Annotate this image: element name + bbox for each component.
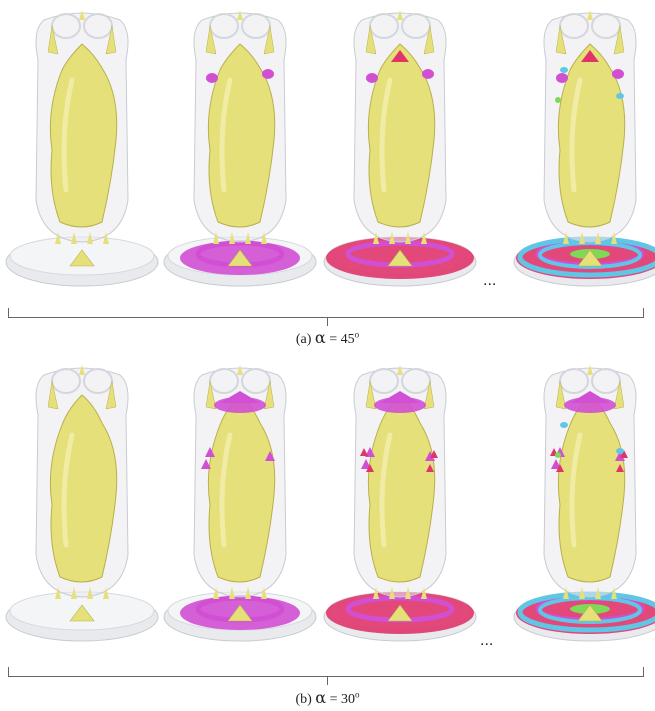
- caption-b-prefix: (b): [295, 692, 316, 707]
- caption-b-value: = 30: [326, 692, 356, 707]
- figure-row-b: [5, 365, 655, 642]
- model-render-4: [513, 10, 655, 287]
- model-render-4: [513, 365, 655, 642]
- ellipsis-a: ...: [483, 272, 497, 289]
- caption-b: (b) α = 30o: [0, 688, 655, 708]
- figure-row-a: [5, 10, 655, 287]
- caption-a-degree: o: [354, 329, 360, 340]
- caption-a-alpha: α: [314, 328, 326, 347]
- bracket-b: [8, 667, 644, 677]
- caption-a-prefix: (a): [295, 332, 315, 347]
- caption-a: (a) α = 45o: [0, 328, 655, 348]
- bracket-tick-a: [327, 318, 328, 326]
- caption-b-degree: o: [355, 689, 360, 700]
- panel-a: ... (a) α = 45o: [0, 0, 655, 348]
- caption-a-value: = 45: [325, 332, 355, 347]
- bracket-a: [8, 308, 644, 318]
- model-render-1: [5, 10, 159, 287]
- model-render-2: [163, 365, 317, 642]
- bracket-tick-b: [327, 677, 328, 685]
- model-render-1: [5, 365, 159, 642]
- model-render-2: [163, 10, 317, 287]
- model-render-3: [323, 10, 477, 287]
- ellipsis-b: ...: [480, 632, 494, 649]
- panel-b: ... (b) α = 30o: [0, 355, 655, 711]
- model-render-3: [323, 365, 477, 642]
- caption-b-alpha: α: [315, 688, 327, 707]
